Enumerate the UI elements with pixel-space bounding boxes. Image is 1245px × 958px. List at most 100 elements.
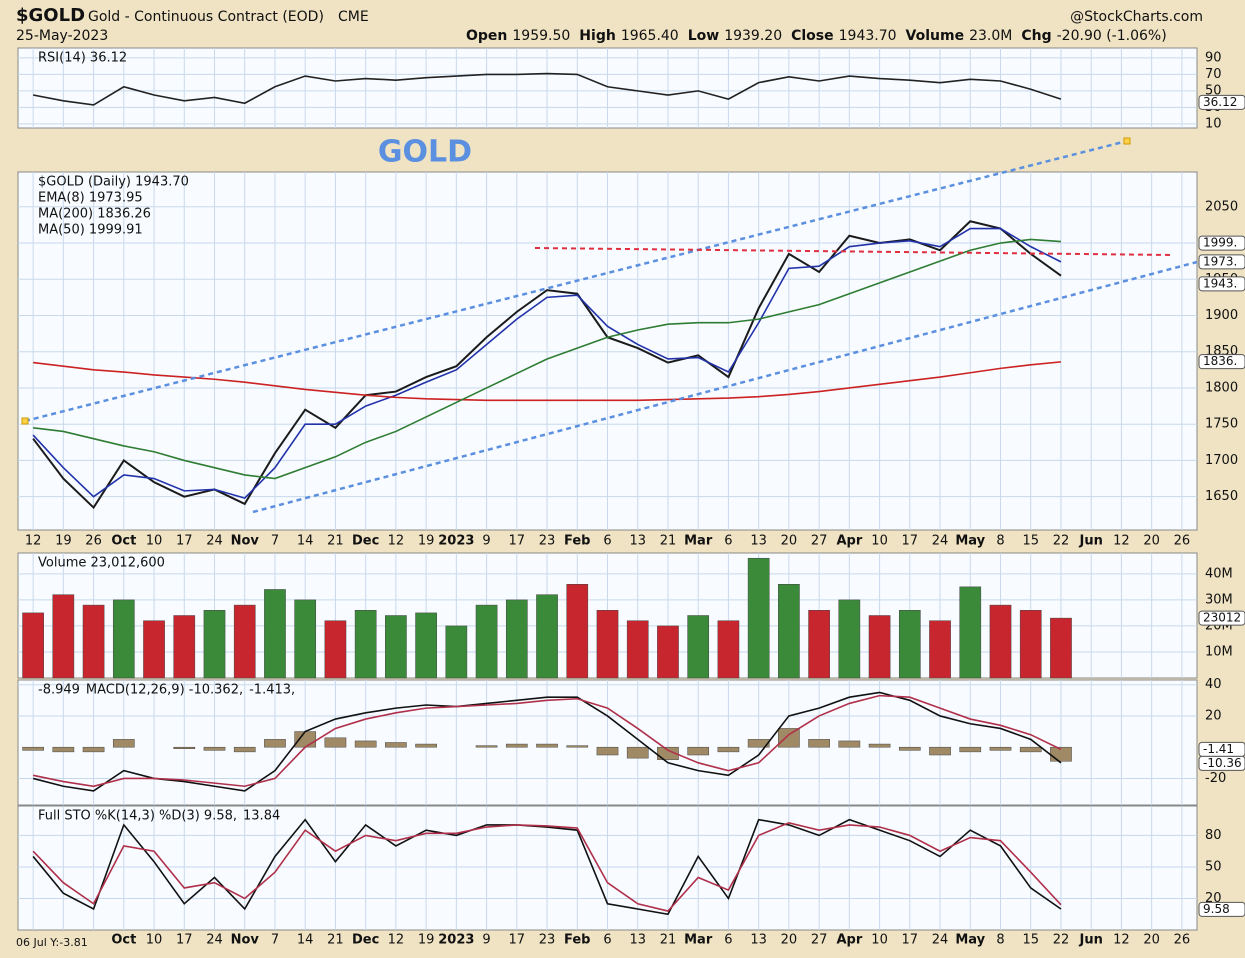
x-tick-label: 6	[724, 534, 732, 549]
line	[32, 694, 1062, 788]
x-tick-label: 12	[388, 933, 405, 948]
x-tick-label: 24	[206, 933, 223, 948]
bar	[929, 620, 951, 679]
x-tick-label: 21	[660, 534, 677, 549]
x-tick-label: Dec	[352, 933, 379, 948]
quote-value: 1943.70	[839, 28, 897, 44]
bar	[1019, 610, 1042, 679]
legend-entry: MA(200) 1836.26	[38, 207, 151, 222]
bar	[264, 739, 286, 748]
bar	[989, 746, 1012, 751]
y-tick-label: 40M	[1205, 566, 1233, 581]
x-tick-label: Feb	[564, 933, 590, 948]
value-tag-label: -1.41	[1203, 742, 1234, 756]
bar	[112, 599, 135, 679]
bar	[566, 745, 589, 748]
x-tick-label: 17	[902, 933, 919, 948]
bar	[233, 746, 256, 753]
x-tick-label: 7	[271, 534, 279, 549]
value-tag	[1198, 610, 1245, 626]
y-tick-label: 50	[1205, 859, 1222, 874]
bar	[385, 742, 407, 748]
x-tick-label: 19	[418, 534, 435, 549]
x-tick-label: 10	[146, 534, 163, 549]
bar	[385, 615, 407, 679]
x-tick-label: Oct	[111, 933, 136, 948]
x-tick-label: 20	[1143, 933, 1160, 948]
x-tick-label: 20	[781, 933, 798, 948]
bar	[112, 739, 135, 748]
x-tick-label: 17	[176, 933, 193, 948]
bar	[82, 604, 105, 679]
x-tick-label: Jun	[1079, 534, 1103, 549]
x-tick-label: 19	[418, 933, 435, 948]
value-tag	[1198, 901, 1245, 917]
bar	[22, 612, 44, 679]
footer: 06 Jul Y:-3.81	[16, 936, 88, 949]
legend-entry: MA(50) 1999.91	[38, 223, 143, 238]
quote-label: Volume	[906, 28, 965, 44]
value-tag-label: 1943.	[1203, 276, 1237, 290]
bar	[1019, 746, 1042, 753]
bar	[657, 625, 679, 679]
bar	[203, 610, 226, 679]
x-tick-label: 14	[297, 933, 314, 948]
x-tick-label: 26	[1174, 933, 1191, 948]
line	[32, 821, 1062, 912]
bar	[626, 620, 649, 679]
bar	[354, 610, 377, 679]
bar	[22, 746, 44, 751]
legend-entry: $GOLD (Daily) 1943.70	[38, 175, 189, 190]
value-tag-label: 1973.	[1203, 254, 1237, 268]
bar	[203, 746, 226, 751]
x-tick-label: Dec	[352, 534, 379, 549]
value-tag-label: 23012	[1203, 611, 1241, 625]
bar	[505, 599, 528, 679]
x-tick-label: 17	[176, 534, 193, 549]
bar	[264, 589, 286, 679]
x-tick-label: Nov	[231, 933, 260, 948]
quote-label: High	[579, 28, 616, 44]
x-tick-label: Mar	[684, 534, 713, 549]
x-tick-label: 21	[327, 534, 344, 549]
bar	[868, 743, 891, 748]
x-tick-label: 10	[146, 933, 163, 948]
x-tick-label: Mar	[684, 933, 713, 948]
x-tick-label: 10	[871, 933, 888, 948]
quote-label: Close	[791, 28, 834, 44]
x-tick-label: Apr	[836, 534, 862, 549]
handle	[1123, 137, 1131, 145]
x-tick-label: 10	[871, 534, 888, 549]
quote-label: Open	[466, 28, 507, 44]
quote-label: Low	[688, 28, 720, 44]
y-tick-label: 1700	[1205, 453, 1238, 468]
x-tick-label: 2023	[438, 933, 474, 948]
y-tick-label: 1800	[1205, 380, 1238, 395]
x-tick-label: 15	[1022, 534, 1039, 549]
x-tick-label: 6	[603, 933, 611, 948]
line	[32, 691, 1062, 792]
x-tick-label: May	[955, 933, 985, 948]
bar	[959, 746, 982, 753]
x-tick-label: 6	[603, 534, 611, 549]
y-tick-label: -20	[1205, 771, 1226, 786]
x-tick-label: 9	[482, 534, 490, 549]
legend-entry: -1.413,	[249, 683, 295, 698]
x-tick-label: 21	[660, 933, 677, 948]
legend-entry: Full STO %K(14,3) %D(3) 9.58,	[38, 809, 237, 824]
bar	[324, 620, 347, 679]
y-tick-label: 50	[1205, 83, 1222, 98]
bar	[596, 610, 619, 679]
x-tick-label: 20	[1143, 534, 1160, 549]
bar	[233, 604, 256, 679]
source: @StockCharts.com	[1070, 9, 1203, 25]
x-tick-label: 13	[629, 933, 646, 948]
x-tick-label: 17	[509, 534, 526, 549]
bar	[415, 612, 437, 679]
bar	[324, 737, 347, 748]
bar	[959, 586, 982, 679]
bar	[657, 746, 679, 760]
x-tick-label: 27	[811, 534, 828, 549]
x-tick-label: 22	[1053, 933, 1070, 948]
